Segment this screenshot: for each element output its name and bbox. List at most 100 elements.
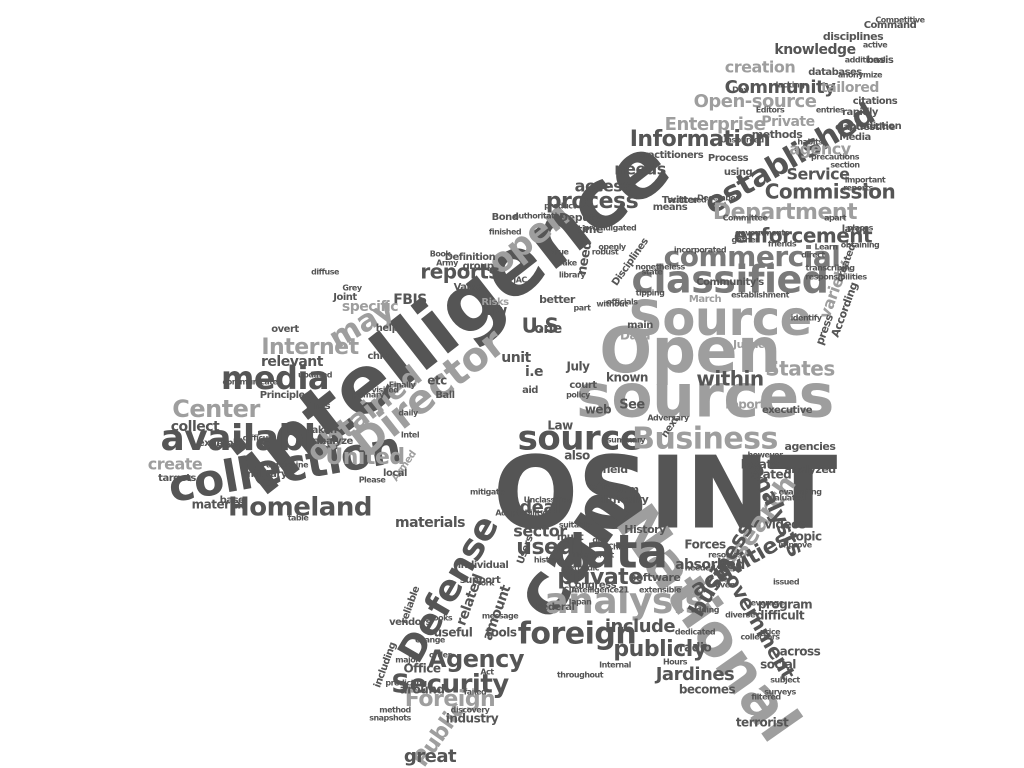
cloud-word: creation: [725, 58, 796, 77]
cloud-word: available: [160, 418, 339, 459]
cloud-word: friends: [768, 240, 797, 249]
cloud-word: media: [221, 359, 329, 397]
cloud-word: important: [845, 176, 886, 185]
cloud-word: methodic: [561, 564, 600, 573]
cloud-word: create: [148, 455, 203, 474]
cloud-word: Internal: [599, 661, 631, 670]
cloud-word: gather: [731, 236, 759, 245]
cloud-word: reports: [420, 260, 499, 284]
cloud-word: direct: [801, 251, 825, 260]
cloud-word: Hours: [663, 658, 688, 667]
cloud-word: commercial: [664, 240, 841, 273]
cloud-word: mitigate: [470, 488, 505, 497]
cloud-word: December: [697, 194, 739, 203]
cloud-word: discovery: [451, 706, 491, 715]
cloud-word: OSINT: [493, 434, 837, 551]
cloud-word: tailored: [821, 80, 879, 96]
cloud-word: suitable: [559, 521, 592, 530]
cloud-word: Community: [725, 77, 836, 98]
cloud-word: individual: [458, 560, 509, 571]
cloud-word: Office: [403, 662, 440, 676]
cloud-word: Foreign: [405, 687, 495, 712]
cloud-word: change: [415, 636, 446, 645]
cloud-word: relevant: [261, 354, 324, 370]
cloud-word: better: [539, 293, 576, 306]
cloud-word: predicting: [385, 679, 427, 688]
cloud-word: Internet: [261, 335, 359, 360]
cloud-word: filtered: [751, 693, 781, 702]
cloud-word: difficult: [756, 609, 805, 623]
cloud-word: visited: [372, 386, 400, 395]
cloud-word: targets: [158, 473, 196, 484]
cloud-word: Competitive: [875, 16, 925, 25]
cloud-word: communicate: [223, 378, 279, 387]
cloud-word: Homeland: [228, 493, 372, 523]
cloud-word: Risks: [481, 297, 509, 308]
cloud-word: becomes: [679, 683, 736, 697]
cloud-word: JAC: [512, 276, 527, 285]
cloud-word: Twitter: [662, 195, 699, 206]
cloud-word: Jardines: [654, 664, 735, 685]
cloud-word: diffuse: [311, 268, 340, 277]
cloud-word: form: [611, 483, 638, 496]
cloud-word: Bond: [492, 212, 519, 223]
cloud-word: foreign: [518, 617, 636, 652]
cloud-word: Japan: [568, 598, 593, 607]
cloud-word: evaluating: [779, 488, 823, 497]
cloud-word: major: [395, 656, 419, 665]
cloud-word: links: [306, 401, 331, 412]
cloud-word: incorporated: [674, 246, 727, 255]
cloud-word: Chief: [608, 543, 630, 552]
cloud-word: summary: [607, 436, 646, 445]
cloud-word: data: [553, 525, 668, 579]
cloud-word: analyze: [313, 436, 353, 447]
cloud-word: daily: [398, 409, 419, 418]
cloud-word: adding: [691, 606, 720, 615]
cloud-word: evaluation: [209, 441, 252, 450]
cloud-word: snapshots: [369, 714, 411, 723]
cloud-word: etc: [427, 374, 447, 388]
cloud-word: extensible: [639, 586, 682, 595]
cloud-word: industry: [446, 712, 499, 726]
cloud-word: prediction: [849, 121, 902, 132]
cloud-word: Command: [864, 20, 917, 31]
cloud-word: materials: [395, 515, 465, 531]
cloud-word: Law: [547, 419, 573, 433]
cloud-word: Federal: [536, 602, 575, 613]
cloud-word: promulgated: [584, 224, 637, 233]
cloud-word: Source: [628, 291, 811, 347]
cloud-word: robust: [592, 248, 619, 257]
cloud-word: stated: [751, 468, 791, 482]
cloud-word: openly: [598, 243, 627, 252]
cloud-word: dedicated: [675, 628, 716, 637]
cloud-word: base: [220, 495, 245, 506]
cloud-word: known: [606, 371, 648, 385]
cloud-word: report: [725, 398, 765, 412]
cloud-word: software: [630, 571, 681, 584]
cloud-word: Community's: [696, 277, 764, 288]
cloud-word: Process: [708, 153, 749, 164]
cloud-word: Forces: [684, 538, 726, 552]
cloud-word: deal: [519, 497, 560, 518]
cloud-word: policy: [566, 391, 591, 400]
cloud-word: needed: [685, 564, 716, 573]
cloud-word: officials: [606, 298, 638, 307]
cloud-word: however: [747, 451, 783, 460]
cloud-word: analysis: [544, 581, 705, 622]
cloud-word: Committee: [723, 214, 769, 223]
cloud-word: disciplines: [823, 30, 884, 43]
cloud-word: useful: [434, 626, 473, 640]
cloud-word: History: [624, 523, 666, 536]
cloud-word: Department: [713, 200, 858, 225]
cloud-word: primary: [352, 391, 385, 400]
cloud-word: Principles: [260, 390, 311, 401]
cloud-word: using: [724, 167, 753, 178]
cloud-word: authoritative: [514, 212, 568, 221]
cloud-word: section: [830, 161, 860, 170]
cloud-word: obtaining: [841, 241, 880, 250]
cloud-word: need: [575, 240, 596, 276]
cloud-word: without: [596, 300, 628, 309]
cloud-word: Center: [172, 395, 260, 423]
cloud-word: FBIS: [393, 292, 427, 308]
cloud-word: vendors: [389, 617, 431, 628]
